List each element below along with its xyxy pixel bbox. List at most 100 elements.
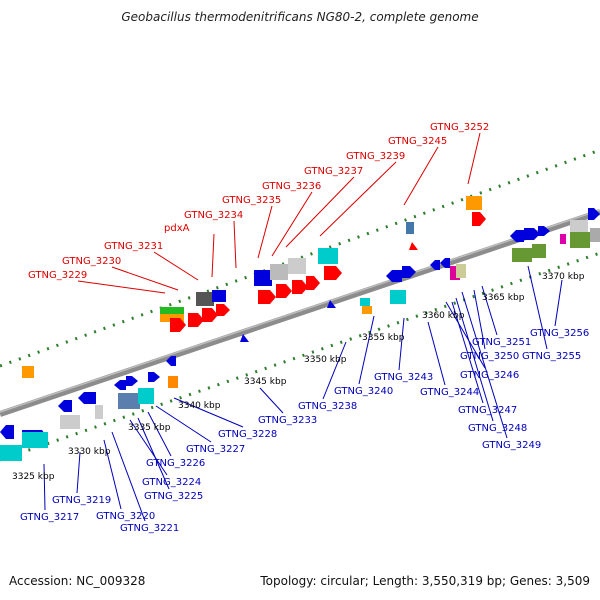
- gene-block: [570, 232, 590, 248]
- bottom-gene-label: GTNG_3226: [146, 458, 205, 469]
- bottom-label-leader: [259, 387, 284, 414]
- bottom-gene-label: GTNG_3243: [374, 372, 433, 383]
- gene-block: [406, 222, 414, 234]
- top-gene-label: GTNG_3237: [304, 166, 363, 177]
- gene-block: [270, 264, 288, 280]
- gene-arrow-reverse: [166, 356, 176, 366]
- kbp-label: 3355 kbp: [362, 333, 405, 343]
- gene-arrow-forward: [258, 290, 276, 304]
- bottom-label-leader: [451, 301, 484, 404]
- top-gene-label: GTNG_3230: [62, 256, 121, 267]
- gene-arrow-reverse: [0, 425, 14, 439]
- bottom-gene-label: GTNG_3227: [186, 444, 245, 455]
- bottom-gene-label: GTNG_3233: [258, 415, 317, 426]
- kbp-label: 3335 kbp: [128, 423, 171, 433]
- top-gene-label: GTNG_3234: [184, 210, 243, 221]
- gene-arrow-forward: [126, 376, 138, 386]
- genome-backbone-highlight: [0, 209, 600, 413]
- top-gene-label: GTNG_3245: [388, 136, 447, 147]
- gene-arrow-reverse: [78, 392, 96, 404]
- gene-block: [390, 290, 406, 304]
- bottom-label-leader: [461, 291, 508, 439]
- kbp-label: 3350 kbp: [304, 355, 347, 365]
- top-gene-label: GTNG_3236: [262, 181, 321, 192]
- gene-arrow-reverse: [440, 258, 450, 268]
- gene-block: [168, 376, 178, 388]
- gene-arrow-forward: [170, 318, 186, 332]
- gene-block: [560, 234, 566, 244]
- bottom-label-leader: [398, 317, 405, 371]
- kbp-label: 3360 kbp: [422, 311, 465, 321]
- bottom-label-leader: [481, 285, 498, 336]
- gene-arrow-forward: [292, 280, 308, 294]
- gene-arrow-forward: [202, 308, 218, 322]
- gene-arrow-reverse: [58, 400, 72, 412]
- gene-block: [196, 292, 214, 306]
- bottom-label-leader: [137, 417, 170, 490]
- bottom-label-leader: [322, 341, 347, 400]
- gene-block: [22, 432, 48, 448]
- top-label-leader: [111, 266, 179, 291]
- gene-arrow-reverse: [386, 270, 402, 282]
- bottom-label-leader: [554, 279, 563, 327]
- bottom-gene-label: GTNG_3217: [20, 512, 79, 523]
- top-label-leader: [271, 191, 313, 257]
- bottom-gene-label: GTNG_3256: [530, 328, 589, 339]
- bottom-label-leader: [473, 289, 486, 350]
- bottom-label-leader: [527, 265, 548, 350]
- bottom-label-leader: [173, 397, 244, 428]
- top-label-leader: [77, 280, 166, 294]
- gene-block: [0, 445, 22, 461]
- top-gene-label: GTNG_3231: [104, 241, 163, 252]
- gene-arrow-reverse: [114, 380, 126, 390]
- top-label-leader: [285, 176, 355, 248]
- bottom-gene-label: GTNG_3246: [460, 370, 519, 381]
- top-gene-label: GTNG_3229: [28, 270, 87, 281]
- gene-arrow-forward: [402, 266, 416, 278]
- bottom-gene-label: GTNG_3248: [468, 423, 527, 434]
- bottom-gene-label: GTNG_3240: [334, 386, 393, 397]
- bottom-label-leader: [76, 451, 81, 494]
- gene-arrow-reverse: [510, 230, 524, 242]
- gene-block: [466, 196, 482, 210]
- top-gene-label: GTNG_3239: [346, 151, 405, 162]
- top-label-leader: [319, 161, 397, 237]
- bottom-gene-label: GTNG_3255: [522, 351, 581, 362]
- bottom-gene-label: GTNG_3221: [120, 523, 179, 534]
- gene-arrow-forward: [324, 266, 342, 280]
- gene-block: [450, 266, 460, 280]
- top-label-leader: [403, 146, 439, 206]
- kbp-label: 3370 kbp: [542, 272, 585, 282]
- gene-arrow-forward: [216, 304, 230, 316]
- gene-block: [360, 298, 370, 306]
- bottom-gene-label: GTNG_3224: [142, 477, 201, 488]
- gene-block: [138, 388, 154, 404]
- gene-block: [212, 290, 226, 302]
- top-label-leader: [211, 233, 215, 278]
- gene-arrow-forward: [148, 372, 160, 382]
- gene-marker: [327, 300, 336, 308]
- bottom-gene-label: GTNG_3219: [52, 495, 111, 506]
- topology-text: Topology: circular; Length: 3,550,319 bp…: [260, 574, 590, 588]
- bottom-gene-label: GTNG_3228: [218, 429, 277, 440]
- gene-block: [160, 307, 184, 315]
- bottom-gene-label: GTNG_3238: [298, 401, 357, 412]
- gene-arrow-forward: [306, 276, 320, 290]
- kbp-label: 3325 kbp: [12, 472, 55, 482]
- gene-block: [95, 405, 103, 419]
- top-gene-label: pdxA: [164, 223, 190, 234]
- bottom-gene-label: GTNG_3244: [420, 387, 479, 398]
- bottom-label-leader: [147, 411, 172, 457]
- gene-block: [60, 415, 80, 429]
- gene-block: [288, 258, 306, 274]
- bottom-label-leader: [103, 439, 122, 510]
- map-title: Geobacillus thermodenitrificans NG80-2, …: [121, 10, 479, 24]
- gene-block: [118, 393, 140, 409]
- gene-marker: [409, 242, 418, 250]
- accession-text: Accession: NC_009328: [9, 574, 146, 588]
- top-label-leader: [153, 251, 199, 281]
- gene-block: [362, 306, 372, 314]
- top-label-leader: [233, 220, 237, 269]
- bottom-gene-label: GTNG_3251: [472, 337, 531, 348]
